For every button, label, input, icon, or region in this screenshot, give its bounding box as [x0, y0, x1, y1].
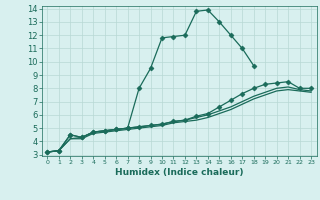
X-axis label: Humidex (Indice chaleur): Humidex (Indice chaleur): [115, 168, 244, 177]
